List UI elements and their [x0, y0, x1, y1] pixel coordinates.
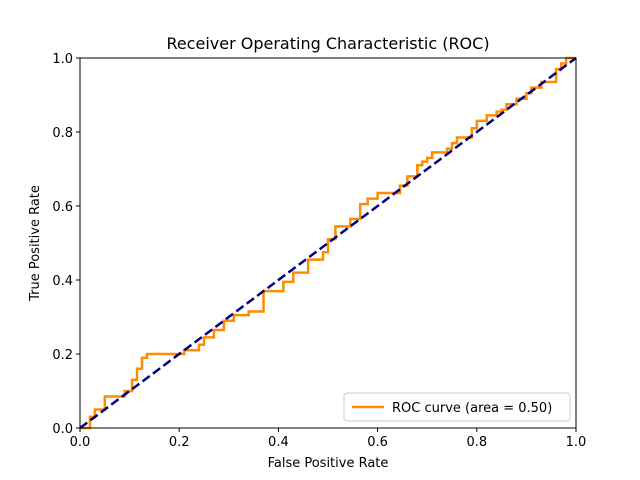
y-axis-label: True Positive Rate [28, 185, 43, 302]
plot-area [79, 56, 577, 430]
x-tick-label: 0.8 [466, 435, 487, 450]
y-tick-label: 0.8 [52, 126, 73, 141]
roc-curve-line [80, 56, 576, 430]
y-tick-label: 1.0 [52, 52, 73, 67]
x-tick-label: 0.6 [367, 435, 388, 450]
y-tick-label: 0.2 [52, 348, 73, 363]
legend: ROC curve (area = 0.50) [343, 392, 571, 422]
x-axis-label: False Positive Rate [268, 456, 389, 471]
chart-title: Receiver Operating Characteristic (ROC) [166, 34, 489, 53]
y-tick-label: 0.4 [52, 274, 73, 289]
x-tick-label: 0.0 [70, 435, 91, 450]
x-tick-label: 0.2 [169, 435, 190, 450]
y-axis-ticks: 0.0 0.2 0.4 0.6 0.8 1.0 [52, 52, 80, 437]
x-axis-ticks: 0.0 0.2 0.4 0.6 0.8 1.0 [70, 428, 587, 450]
y-tick-label: 0.6 [52, 200, 73, 215]
y-tick-label: 0.0 [52, 422, 73, 437]
legend-box [343, 392, 571, 422]
plot-frame [79, 57, 577, 429]
legend-label-roc-curve: ROC curve (area = 0.50) [392, 401, 552, 416]
chance-diagonal-line [79, 56, 577, 430]
x-tick-label: 0.4 [268, 435, 289, 450]
x-tick-label: 1.0 [566, 435, 587, 450]
